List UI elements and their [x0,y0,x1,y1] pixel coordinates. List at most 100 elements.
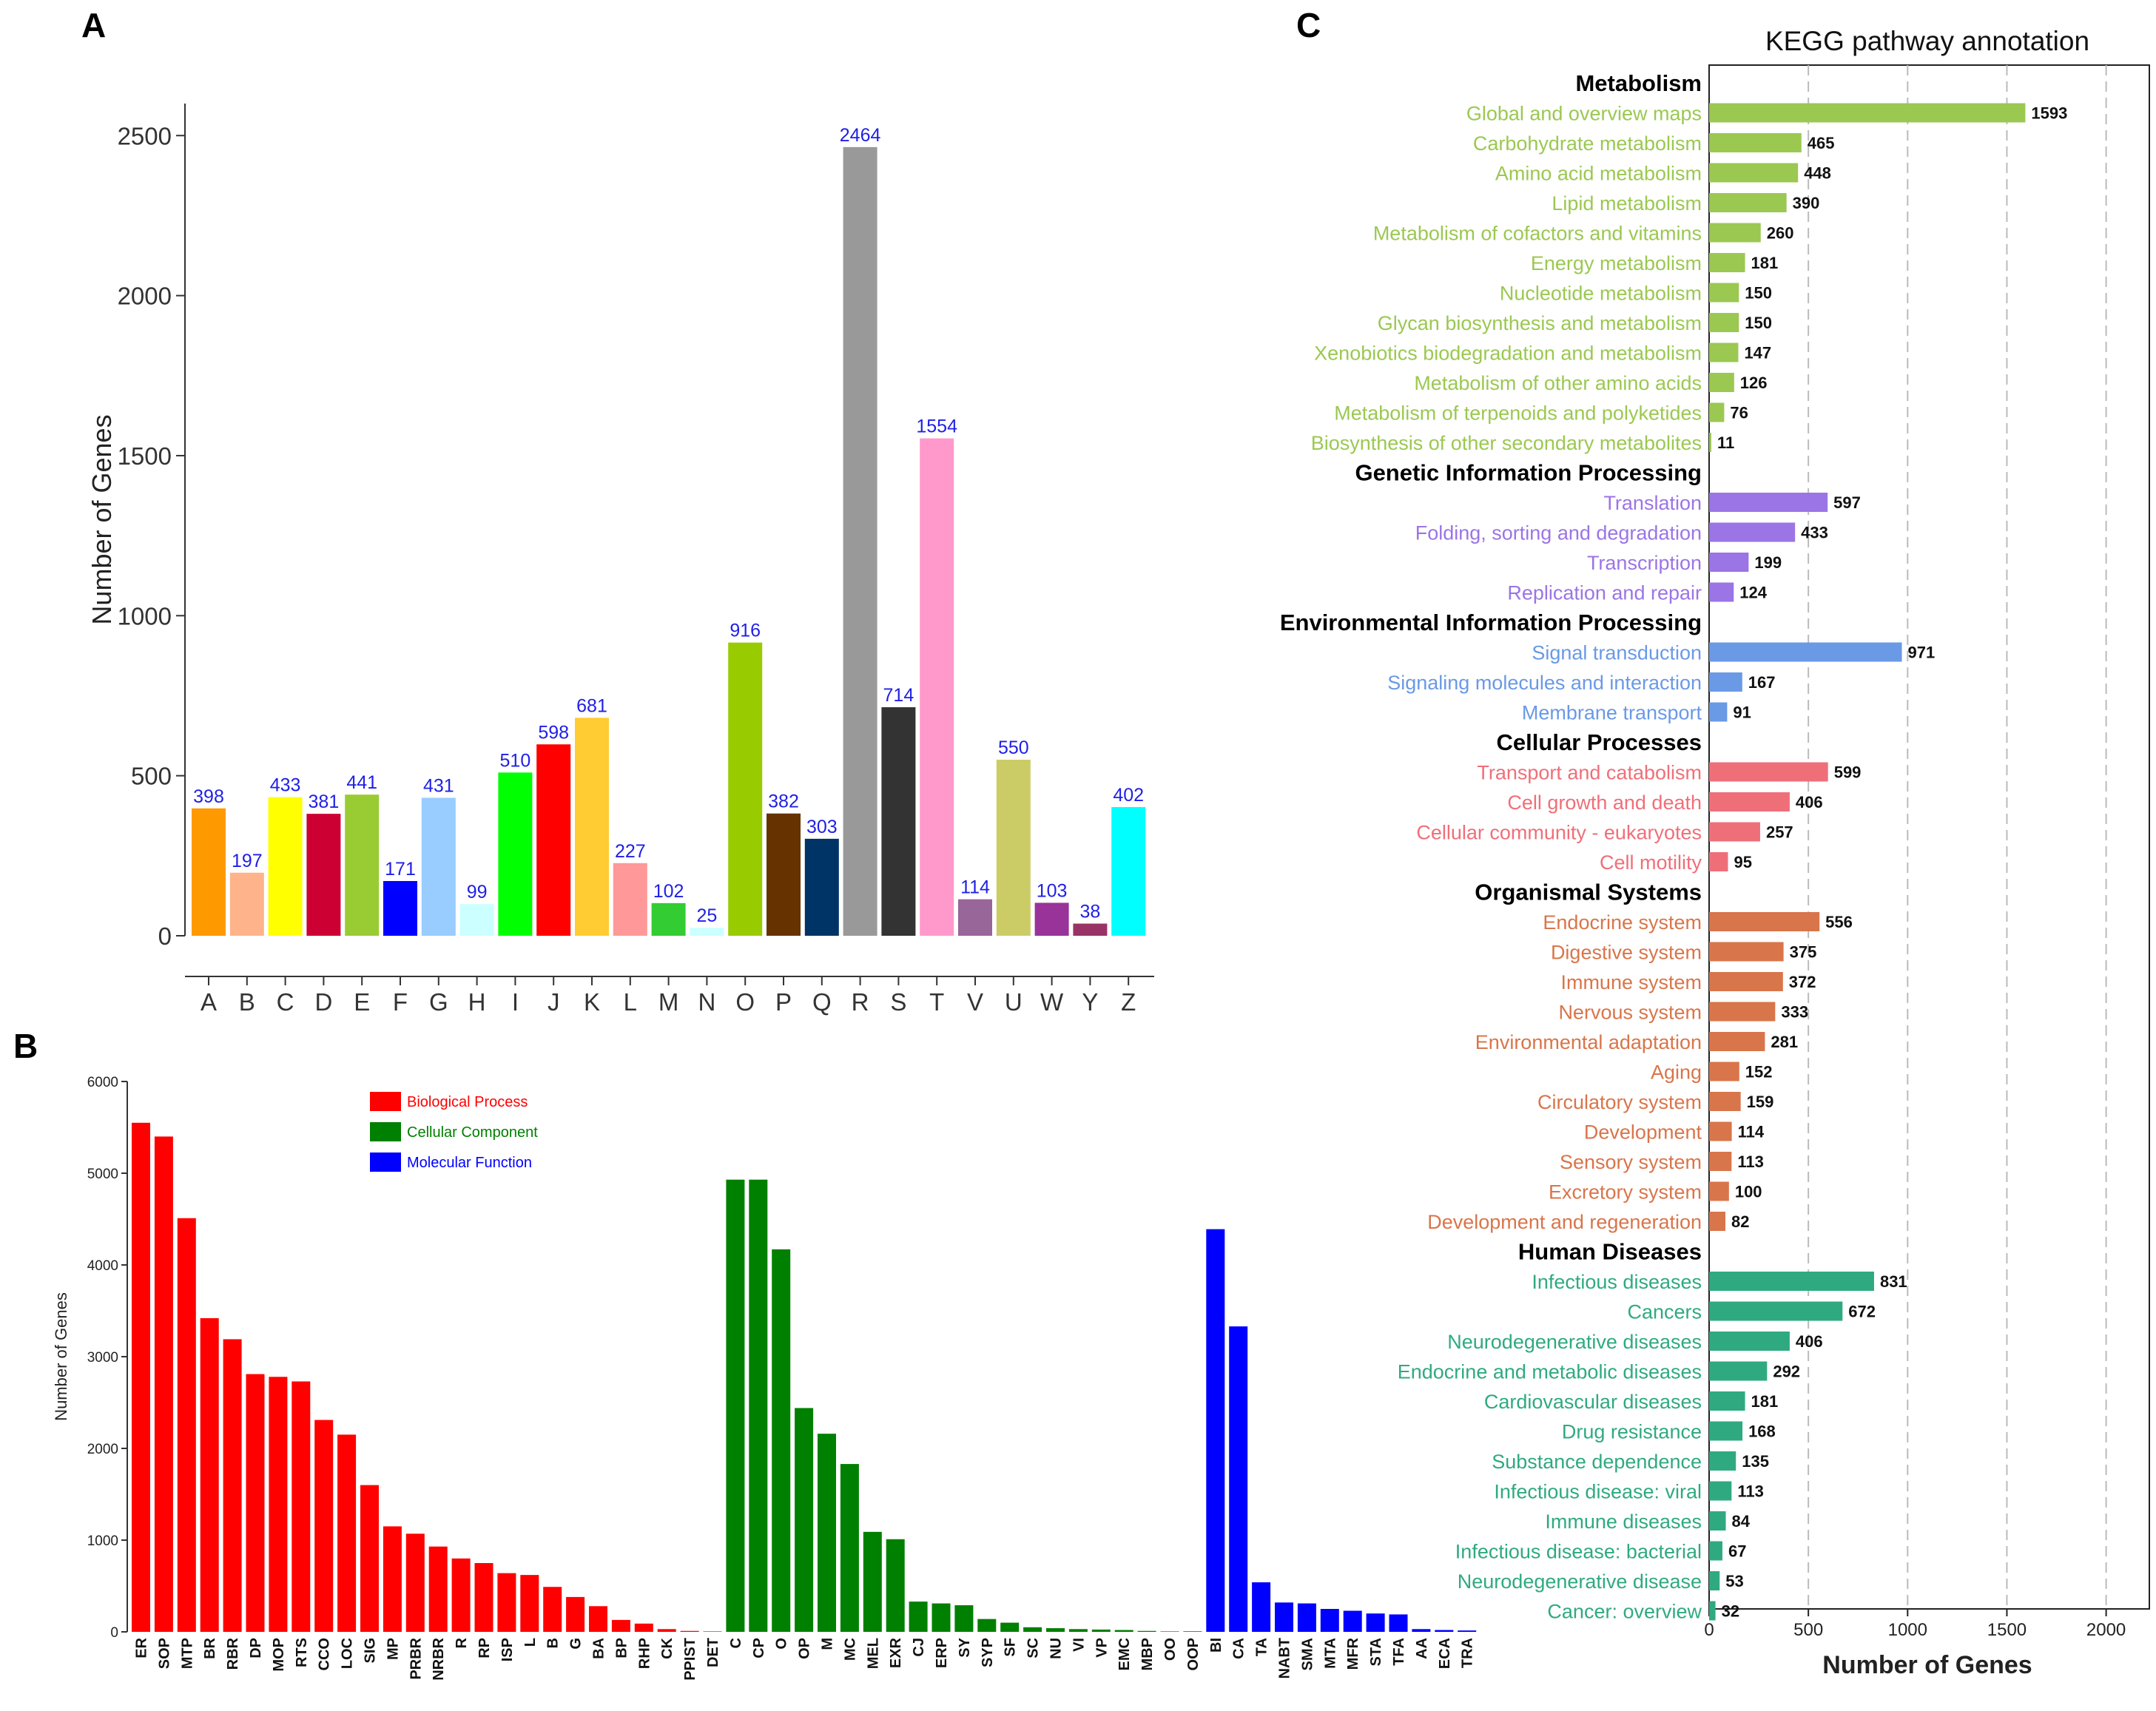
b-y-tick-label: 4000 [87,1258,118,1274]
a-y-tick-label: 500 [131,763,172,790]
c-data-label: 281 [1771,1033,1798,1051]
a-data-label: 431 [423,776,454,797]
b-y-tick-label: 3000 [87,1350,118,1366]
c-data-label: 971 [1908,644,1936,662]
c-data-label: 95 [1734,853,1751,871]
c-data-label: 113 [1737,1482,1764,1501]
b-x-tick-label: CK [659,1637,676,1658]
c-category-label: Signaling molecules and interaction [1387,672,1702,694]
c-category-label: Cellular community - eukaryotes [1416,822,1702,844]
b-x-tick-label: SIG [363,1638,379,1663]
a-data-label: 103 [1037,880,1068,901]
a-bar [192,808,226,936]
a-x-tick-label: I [512,988,519,1016]
c-category-label: Infectious disease: viral [1494,1481,1702,1503]
c-category-label: Cancer: overview [1547,1601,1702,1623]
c-bar [1709,1421,1743,1441]
b-bar [223,1339,242,1632]
b-bar [909,1602,928,1632]
c-bar [1709,522,1796,542]
b-x-tick-label: MOP [271,1638,287,1672]
b-legend-swatch [370,1153,401,1172]
b-legend-swatch [370,1122,401,1141]
c-data-label: 181 [1751,254,1779,272]
c-data-label: 11 [1717,433,1734,452]
c-bar [1709,402,1725,422]
b-bar [1275,1602,1293,1632]
c-data-label: 159 [1747,1093,1774,1111]
a-bar [958,899,992,936]
c-category-label: Cell motility [1600,851,1702,874]
a-bar [1034,902,1069,936]
b-bar [1000,1622,1020,1632]
c-category-label: Transcription [1587,552,1702,574]
c-data-label: 465 [1808,134,1835,152]
b-x-tick-label: TA [1254,1638,1270,1656]
a-data-label: 303 [806,817,838,837]
b-x-tick-label: DET [705,1638,721,1667]
c-x-axis-label: Number of Genes [1822,1651,2032,1679]
b-x-tick-label: TRA [1460,1638,1476,1668]
a-data-label: 433 [270,775,301,796]
c-category-label: Energy metabolism [1531,252,1702,274]
c-category-label: Transport and catabolism [1477,762,1702,784]
c-data-label: 333 [1781,1003,1808,1022]
c-data-label: 32 [1722,1602,1739,1621]
a-data-label: 598 [538,722,569,743]
c-category-label: Cardiovascular diseases [1484,1391,1702,1413]
a-x-tick-label: U [1005,988,1023,1016]
c-category-label: Metabolism of cofactors and vitamins [1373,223,1702,245]
c-bar [1709,582,1734,602]
c-bar [1709,672,1742,692]
b-bar [154,1136,173,1632]
b-x-tick-label: BI [1208,1638,1224,1653]
c-x-tick-label: 0 [1704,1620,1714,1640]
c-group-heading: Cellular Processes [1497,729,1702,755]
a-x-tick-label: Z [1121,988,1136,1016]
b-bar [1046,1628,1065,1632]
a-bar [690,928,724,936]
c-x-tick-label: 1500 [1987,1620,2027,1640]
a-x-tick-label: P [775,988,792,1016]
a-data-label: 382 [768,792,799,812]
a-bar [996,760,1031,936]
c-category-label: Excretory system [1549,1181,1702,1204]
a-x-tick-label: W [1040,988,1064,1016]
b-bar [886,1539,905,1632]
a-bar [1111,807,1146,936]
c-data-label: 152 [1745,1063,1773,1081]
c-data-label: 390 [1793,194,1820,212]
c-data-label: 84 [1732,1512,1751,1531]
c-data-label: 406 [1796,1332,1823,1351]
panel-letter-c: C [1296,6,1321,44]
c-data-label: 597 [1833,493,1861,512]
c-category-label: Digestive system [1551,942,1702,964]
c-bar [1709,1451,1736,1471]
c-category-label: Neurodegenerative diseases [1447,1331,1702,1353]
c-group-heading: Organismal Systems [1475,880,1702,905]
a-x-tick-label: Q [812,988,832,1016]
a-data-label: 197 [232,851,263,871]
a-data-label: 25 [696,905,717,926]
a-x-tick-label: L [624,988,637,1016]
c-category-label: Substance dependence [1492,1451,1702,1473]
b-x-tick-label: LOC [340,1638,356,1669]
a-data-label: 99 [467,882,488,902]
c-data-label: 372 [1789,973,1816,991]
b-y-tick-label: 6000 [87,1075,118,1090]
c-bar [1709,1391,1745,1411]
c-bar [1709,1511,1726,1531]
b-y-tick-label: 1000 [87,1533,118,1549]
c-bar [1709,702,1728,722]
a-y-tick-label: 1000 [118,602,172,630]
a-data-label: 171 [385,859,416,880]
a-bar [306,814,341,936]
b-x-tick-label: MC [842,1638,858,1661]
c-category-label: Metabolism of terpenoids and polyketides [1334,402,1702,425]
a-data-label: 402 [1113,785,1144,806]
b-bar [1137,1630,1156,1632]
c-data-label: 181 [1751,1392,1779,1411]
c-category-label: Nucleotide metabolism [1500,283,1702,305]
b-x-tick-label: MTP [179,1638,195,1669]
c-bar [1709,373,1734,392]
